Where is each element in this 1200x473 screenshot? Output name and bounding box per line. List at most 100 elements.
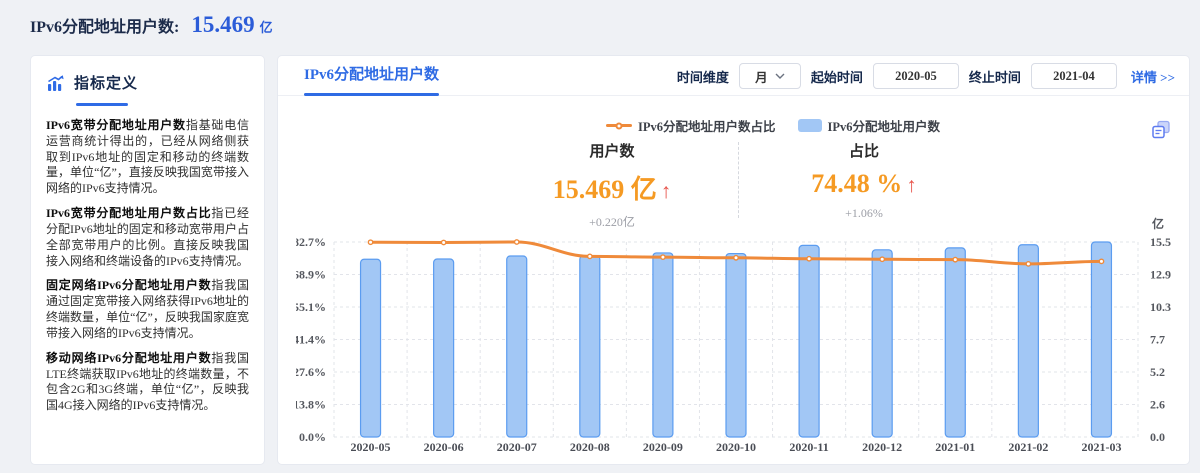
bar [433, 258, 455, 438]
definition-term: 移动网络IPv6分配地址用户数 [46, 350, 212, 365]
line-point-marker [952, 256, 959, 263]
bar [1017, 244, 1039, 438]
x-axis-label: 2020-11 [789, 440, 828, 454]
page-header-unit: 亿 [259, 20, 273, 35]
y-axis-right-label: 5.2 [1150, 365, 1165, 379]
stat-delta: +0.220亿 [589, 215, 635, 229]
definition-term: IPv6宽带分配地址用户数 [46, 118, 186, 132]
stat-ratio: 占比 74.48 % ↑ +1.06% [757, 140, 972, 230]
page-header-value: 15.469 [191, 12, 255, 37]
y-axis-left-label: 82.7% [296, 235, 326, 249]
y-axis-right-label: 10.3 [1150, 300, 1171, 314]
page-header: IPv6分配地址用户数: 15.469 亿 [30, 12, 273, 44]
start-time-input[interactable]: 2020-05 [872, 63, 959, 89]
y-axis-left-label: 0.0% [299, 430, 326, 444]
chevron-down-icon [775, 73, 785, 79]
stats-summary: 用户数 15.469 亿 ↑ +0.220亿 占比 74.48 % ↑ +1.06% [296, 140, 1180, 230]
title-underline [76, 103, 128, 106]
line-point-marker [660, 254, 666, 260]
bar [871, 249, 893, 438]
line-point-marker [513, 239, 520, 245]
stat-delta: +1.06% [845, 206, 883, 220]
legend-label: IPv6分配地址用户数占比 [637, 120, 776, 134]
end-time-value: 2021-04 [1053, 68, 1095, 83]
end-time-input[interactable]: 2021-04 [1030, 63, 1117, 89]
up-arrow-icon: ↑ [906, 173, 917, 197]
x-axis-label: 2020-08 [570, 440, 610, 454]
line-point-marker [733, 254, 739, 261]
line-point-marker [1098, 258, 1105, 265]
definition-item: IPv6宽带分配地址用户数占比指已经分配IPv6地址的固定和移动宽带用户占全部宽… [46, 206, 249, 269]
x-axis-label: 2021-01 [935, 440, 975, 454]
chart-legend: IPv6分配地址用户数占比 IPv6分配地址用户数 [331, 116, 1200, 135]
x-axis-label: 2021-02 [1008, 440, 1048, 454]
bar-chart-icon [48, 74, 64, 91]
y-axis-left-label: 13.8% [296, 398, 326, 412]
y-axis-left-label: 55.1% [296, 300, 326, 314]
y-axis-unit-label: 亿 [1152, 216, 1164, 231]
x-axis-label: 2020-05 [351, 440, 391, 454]
y-axis-left-label: 68.9% [296, 268, 326, 282]
page-title: IPv6分配地址用户数: [30, 19, 180, 36]
x-axis-label: 2020-07 [497, 440, 537, 454]
stat-value: 74.48 % [811, 169, 903, 198]
definition-text: 指我国LTE终端获取IPv6地址的终端数量，不包含2G和3G终端，单位“亿”，反… [46, 350, 249, 413]
copy-chart-button[interactable] [1149, 118, 1173, 142]
line-point-marker [367, 239, 374, 246]
bar [725, 252, 747, 438]
definition-term: 固定网络IPv6分配地址用户数 [46, 278, 212, 293]
x-axis-label: 2020-09 [643, 440, 683, 454]
bar [652, 252, 674, 438]
stat-label: 用户数 [589, 144, 635, 160]
y-axis-right-label: 7.7 [1150, 333, 1165, 347]
bar [359, 258, 382, 438]
bar [579, 255, 601, 438]
line-point-marker [440, 239, 447, 246]
x-axis-label: 2020-06 [424, 440, 464, 454]
start-time-label: 起始时间 [810, 69, 863, 85]
start-time-value: 2020-05 [895, 68, 937, 83]
y-axis-right-label: 12.9 [1150, 268, 1171, 282]
definitions-panel: 指标定义 IPv6宽带分配地址用户数指基础电信运营商统计得出的，已经从网络侧获取… [30, 55, 265, 465]
y-axis-left-label: 27.6% [296, 365, 326, 379]
tab-label: IPv6分配地址用户数 [304, 67, 440, 83]
y-axis-right-label: 2.6 [1150, 398, 1165, 412]
line-point-marker [879, 256, 886, 263]
copy-icon [1152, 120, 1170, 139]
tab-ipv6-users[interactable]: IPv6分配地址用户数 [304, 56, 440, 96]
detail-link[interactable]: 详情 >> [1130, 69, 1175, 85]
definition-text: 指已经分配IPv6地址的固定和移动宽带用户占全部宽带用户的比例。直接反映我国接入… [46, 206, 249, 268]
legend-item-ratio[interactable]: IPv6分配地址用户数占比 [605, 116, 776, 135]
time-dimension-value: 月 [755, 70, 768, 85]
time-controls: 时间维度 月 起始时间 2020-05 终止时间 2021-04 详情 >> [677, 63, 1175, 89]
time-dimension-select[interactable]: 月 [738, 63, 801, 89]
up-arrow-icon: ↑ [660, 179, 672, 203]
legend-item-users[interactable]: IPv6分配地址用户数 [797, 116, 940, 135]
line-point-marker [806, 255, 812, 262]
x-axis-label: 2020-10 [716, 440, 756, 454]
definition-item: IPv6宽带分配地址用户数指基础电信运营商统计得出的，已经从网络侧获取到IPv6… [46, 118, 249, 197]
time-dimension-label: 时间维度 [676, 69, 729, 85]
dual-axis-chart: 0.0% 0.0 13.8% 2.6 27.6% 5.2 41.4% 7.7 55.1% 10.3… [293, 216, 1171, 454]
bar [798, 244, 820, 438]
line-point-marker [1025, 260, 1032, 267]
x-axis-label: 2021-03 [1081, 440, 1121, 454]
chart-panel: IPv6分配地址用户数 时间维度 月 起始时间 2020-05 终止时间 202… [277, 55, 1190, 465]
stat-label: 占比 [848, 144, 879, 160]
definition-text: 指我国通过固定宽带接入网络获得IPv6地址的终端数量，单位“亿”，反映我国家庭宽… [46, 278, 249, 340]
bar-series-marker-icon [797, 119, 822, 132]
stat-users: 用户数 15.469 亿 ↑ +0.220亿 [505, 140, 720, 230]
bar [944, 247, 966, 438]
bar [506, 255, 528, 438]
definitions-title: 指标定义 [74, 76, 139, 92]
y-axis-right-label: 0.0 [1150, 430, 1165, 444]
panel-header: IPv6分配地址用户数 时间维度 月 起始时间 2020-05 终止时间 202… [278, 56, 1189, 96]
stat-value: 15.469 亿 [552, 175, 657, 204]
y-axis-left-label: 41.4% [296, 333, 326, 347]
bar [1090, 241, 1113, 438]
chart-canvas[interactable]: 0.0% 0.0 13.8% 2.6 27.6% 5.2 41.4% 7.7 55.1% 10.3… [293, 214, 1180, 458]
definition-term: IPv6宽带分配地址用户数占比 [46, 206, 212, 221]
definition-item: 移动网络IPv6分配地址用户数指我国LTE终端获取IPv6地址的终端数量，不包含… [46, 351, 249, 414]
x-axis-label: 2020-12 [862, 440, 902, 454]
